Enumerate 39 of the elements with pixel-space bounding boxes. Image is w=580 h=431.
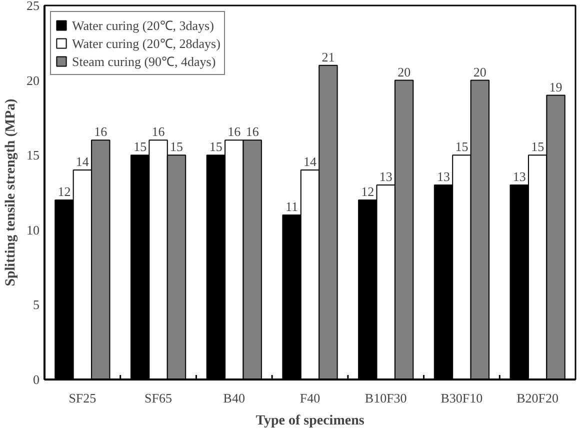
data-label: 15 xyxy=(170,139,183,154)
data-label: 15 xyxy=(209,139,222,154)
data-label: 21 xyxy=(322,49,335,64)
x-tick-label: SF25 xyxy=(68,390,96,406)
data-label: 13 xyxy=(379,169,392,184)
data-label: 12 xyxy=(361,184,374,199)
x-tick-label: SF65 xyxy=(144,390,172,406)
x-axis-title: Type of specimens xyxy=(256,414,365,428)
y-tick-label: 5 xyxy=(33,297,40,312)
data-label: 19 xyxy=(549,79,562,94)
legend-label: Steam curing (90℃, 4days) xyxy=(72,53,216,70)
x-tick-label: F40 xyxy=(300,390,320,406)
data-label: 20 xyxy=(398,64,411,80)
data-label: 14 xyxy=(304,154,317,170)
y-tick-label: 0 xyxy=(33,372,40,387)
data-label: 15 xyxy=(531,139,544,154)
y-axis-title: Splitting tensile strength (MPa) xyxy=(4,98,18,286)
legend-label: Water curing (20℃, 28days) xyxy=(72,35,220,52)
data-label: 20 xyxy=(473,64,486,80)
y-tick-label: 20 xyxy=(26,72,40,88)
y-tick-label: 15 xyxy=(26,148,40,163)
data-label: 13 xyxy=(512,169,526,184)
data-label: 13 xyxy=(437,169,450,184)
data-label: 15 xyxy=(134,139,147,154)
data-label: 16 xyxy=(228,124,242,140)
data-label: 16 xyxy=(94,124,108,140)
x-tick-label: B20F20 xyxy=(516,390,559,406)
x-tick-label: B30F10 xyxy=(440,390,483,406)
x-tick-label: B10F30 xyxy=(364,390,407,406)
y-tick-label: 25 xyxy=(26,0,40,13)
x-tick-label: B40 xyxy=(223,390,245,406)
data-label: 16 xyxy=(246,124,260,140)
data-label: 11 xyxy=(286,198,298,214)
data-label: 12 xyxy=(58,184,71,199)
data-label: 14 xyxy=(76,154,90,170)
data-label: 15 xyxy=(455,139,468,154)
legend-label: Water curing (20℃, 3days) xyxy=(72,17,214,34)
data-label: 16 xyxy=(152,124,166,140)
y-tick-label: 10 xyxy=(26,222,40,238)
